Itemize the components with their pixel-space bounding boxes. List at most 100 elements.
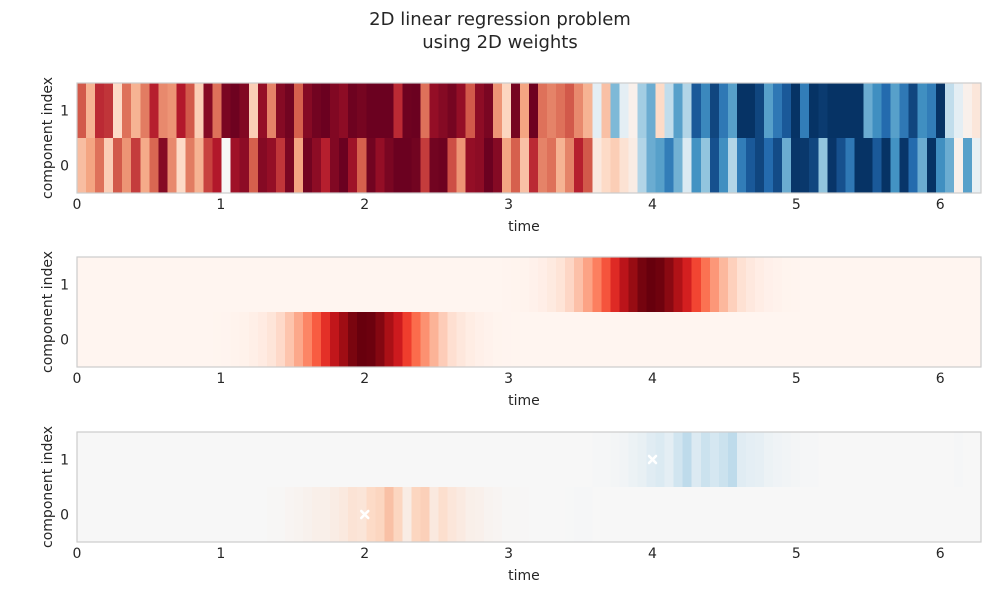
heatmap-cell	[529, 138, 539, 193]
axes-frame	[76, 256, 982, 368]
heatmap-cell	[86, 487, 96, 542]
heatmap-cell	[682, 432, 693, 487]
heatmap-cell	[664, 138, 675, 193]
heatmap-cell	[366, 257, 376, 312]
marker-x	[647, 454, 658, 465]
heatmap-cell	[727, 257, 738, 312]
heatmap-cell	[113, 83, 123, 138]
heatmap-cell	[357, 138, 367, 193]
heatmap-cell	[628, 487, 639, 542]
heatmap-cell	[818, 312, 828, 367]
heatmap-cell	[529, 312, 539, 367]
heatmap-cell	[131, 138, 141, 193]
heatmap-cell	[646, 312, 657, 367]
heatmap-cell	[212, 487, 223, 542]
heatmap-cell	[601, 138, 611, 193]
heatmap-cell	[158, 138, 168, 193]
heatmap-cell	[664, 487, 675, 542]
heatmap-cell	[131, 312, 141, 367]
heatmap-cell	[348, 432, 358, 487]
heatmap-cell	[303, 487, 313, 542]
panel-2: 0 1 2 3 4 5 6 0 1 time component index	[40, 251, 982, 409]
heatmap-cell	[348, 312, 358, 367]
heatmap-cell	[438, 312, 449, 367]
heatmap-cell	[375, 257, 385, 312]
heatmap-cell	[944, 138, 955, 193]
heatmap-cell	[827, 432, 837, 487]
heatmap-cell	[131, 487, 141, 542]
heatmap-cell	[113, 487, 123, 542]
heatmap-cell	[935, 487, 946, 542]
heatmap-cell	[384, 257, 394, 312]
heatmap-cell	[447, 312, 458, 367]
heatmap-cell	[583, 312, 593, 367]
heatmap-cell	[655, 83, 666, 138]
heatmap-cell	[682, 257, 693, 312]
heatmap-cell	[782, 138, 792, 193]
heatmap-cell	[935, 257, 946, 312]
heatmap-cell	[628, 83, 639, 138]
heatmap-cell	[863, 432, 874, 487]
heatmap-cell	[194, 257, 205, 312]
heatmap-cell	[312, 312, 322, 367]
heatmap-cell	[881, 138, 892, 193]
heatmap-cell	[755, 257, 765, 312]
heatmap-cell	[601, 487, 611, 542]
heatmap-cell	[420, 257, 431, 312]
heatmap-cell	[727, 487, 738, 542]
x-tick-label: 6	[936, 197, 945, 213]
heatmap-cell	[538, 83, 548, 138]
heatmap-cell	[583, 487, 593, 542]
heatmap-cell	[926, 83, 937, 138]
heatmap-cell	[574, 432, 584, 487]
heatmap-cell	[95, 432, 105, 487]
heatmap-cell	[664, 257, 675, 312]
heatmap-cell	[628, 432, 639, 487]
heatmap-cell	[547, 138, 557, 193]
heatmap-cell	[782, 487, 792, 542]
heatmap-cell	[221, 257, 232, 312]
heatmap-cell	[764, 83, 774, 138]
heatmap-cell	[890, 312, 901, 367]
heatmap-cell	[293, 432, 304, 487]
heatmap-cell	[845, 312, 856, 367]
heatmap-cell	[266, 312, 277, 367]
heatmap-cell	[248, 312, 259, 367]
heatmap-cell	[483, 138, 494, 193]
heatmap-cell	[565, 257, 575, 312]
heatmap-cell	[529, 432, 539, 487]
heatmap-cell	[483, 312, 494, 367]
heatmap-cell	[221, 83, 232, 138]
heatmap-cell	[357, 257, 367, 312]
heatmap-cell	[257, 487, 268, 542]
heatmap-cell	[538, 432, 548, 487]
chart-title-line-2: using 2D weights	[422, 32, 578, 53]
heatmap-cell	[275, 257, 286, 312]
heatmap-cell	[655, 312, 666, 367]
heatmap-cell	[185, 257, 196, 312]
heatmap-cell	[465, 487, 476, 542]
panel-1: 0 1 2 3 4 5 6 0 1 time component index	[40, 77, 982, 235]
heatmap-cell	[140, 257, 150, 312]
heatmap-cell	[935, 83, 946, 138]
heatmap-cell	[565, 312, 575, 367]
marker-x	[359, 509, 370, 520]
heatmap-cell	[176, 138, 187, 193]
heatmap-cell	[393, 312, 404, 367]
heatmap-cell	[366, 138, 376, 193]
x-tick-label: 6	[936, 371, 945, 387]
heatmap-cell	[167, 312, 178, 367]
heatmap-cell	[140, 312, 150, 367]
axes-frame	[76, 82, 982, 194]
heatmap-cell	[176, 312, 187, 367]
heatmap-cell	[402, 257, 413, 312]
heatmap-cell	[519, 312, 530, 367]
heatmap-cell	[682, 487, 693, 542]
heatmap-cell	[86, 83, 96, 138]
panel-3: 0 1 2 3 4 5 6 0 1 time component index	[40, 426, 982, 584]
heatmap-cell	[800, 138, 810, 193]
heatmap-cell	[773, 312, 783, 367]
heatmap-cell	[194, 83, 205, 138]
heatmap-cell	[492, 83, 503, 138]
heatmap-cell	[438, 83, 449, 138]
